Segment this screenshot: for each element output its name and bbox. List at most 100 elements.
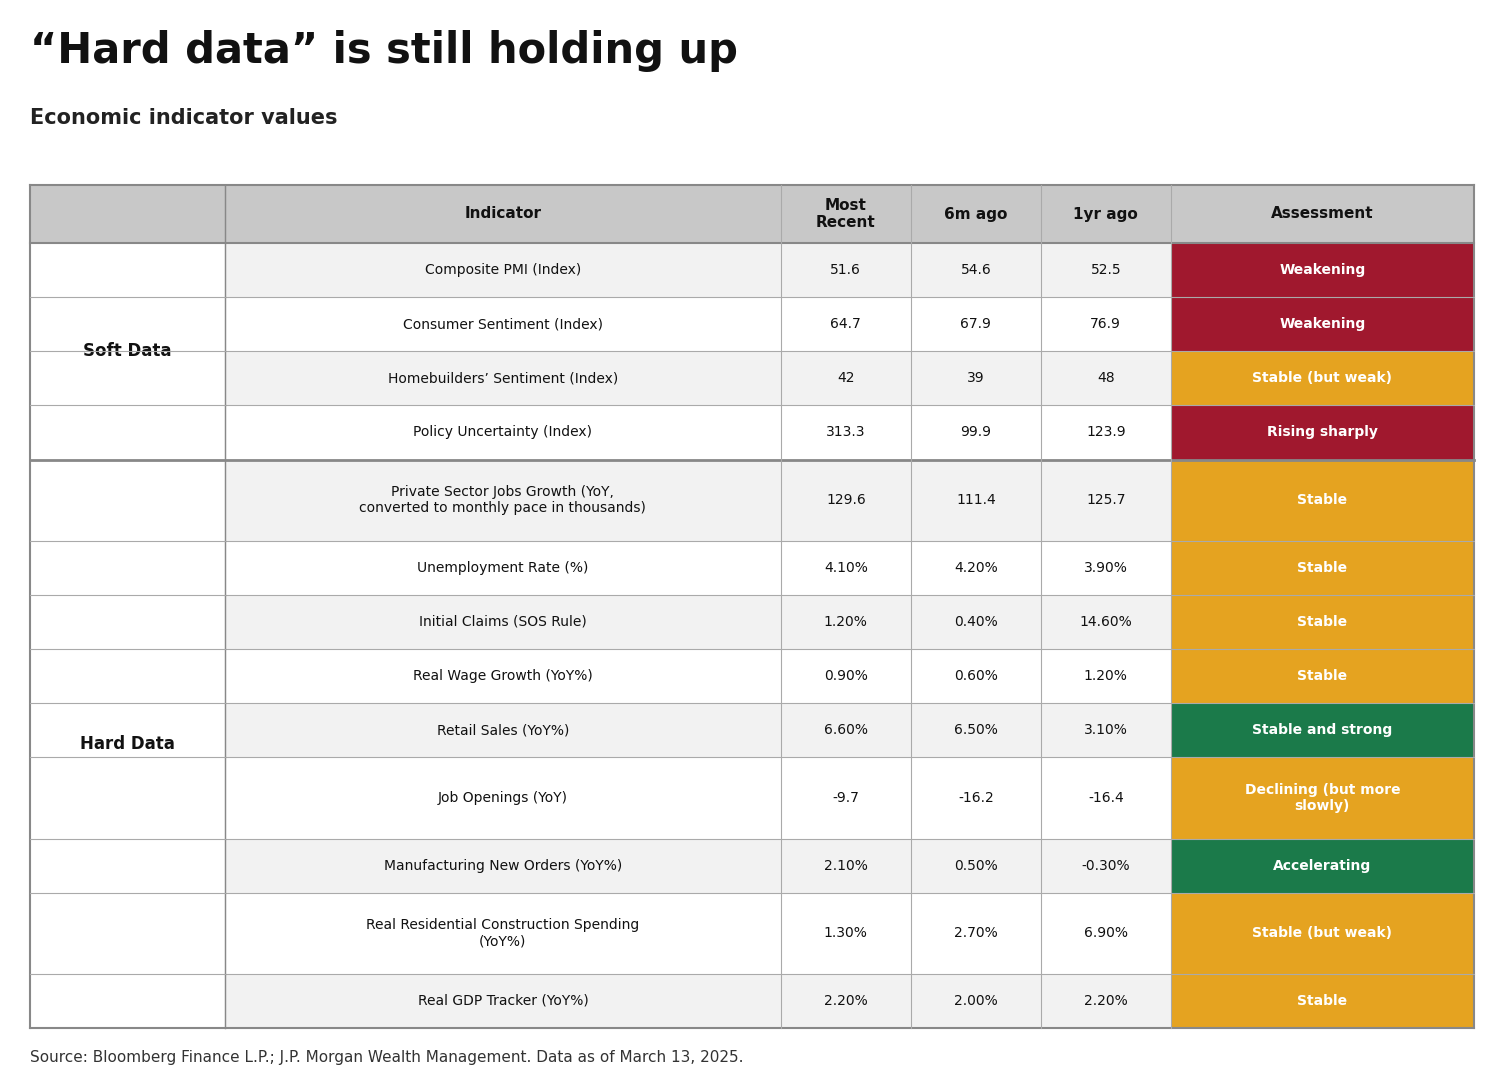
Text: Declining (but more
slowly): Declining (but more slowly)	[1245, 783, 1400, 813]
Text: 6m ago: 6m ago	[945, 207, 1008, 222]
Bar	[1170, 892, 1474, 974]
Text: 1yr ago: 1yr ago	[1074, 207, 1139, 222]
Bar	[226, 974, 1170, 1028]
Bar	[30, 459, 226, 540]
Bar	[226, 892, 1170, 974]
Text: 2.70%: 2.70%	[954, 926, 997, 940]
Bar	[1170, 974, 1474, 1028]
Bar	[226, 351, 1170, 405]
Bar	[1170, 649, 1474, 703]
Bar	[1170, 243, 1474, 297]
Text: 0.90%: 0.90%	[824, 669, 868, 683]
Text: Stable and strong: Stable and strong	[1253, 723, 1393, 738]
Bar	[226, 703, 1170, 757]
Text: 39: 39	[967, 371, 985, 386]
Text: 6.50%: 6.50%	[954, 723, 997, 738]
Text: Consumer Sentiment (Index): Consumer Sentiment (Index)	[403, 317, 603, 331]
Text: 1.30%: 1.30%	[824, 926, 868, 940]
Text: Composite PMI (Index): Composite PMI (Index)	[424, 263, 581, 277]
Text: 4.10%: 4.10%	[824, 561, 868, 575]
Text: 6.90%: 6.90%	[1084, 926, 1128, 940]
Text: 2.10%: 2.10%	[824, 859, 868, 873]
Bar	[1170, 595, 1474, 649]
Text: -9.7: -9.7	[832, 791, 859, 805]
Bar	[30, 974, 226, 1028]
Text: 54.6: 54.6	[961, 263, 991, 277]
Text: Real Residential Construction Spending
(YoY%): Real Residential Construction Spending (…	[367, 918, 639, 949]
Text: 3.10%: 3.10%	[1084, 723, 1128, 738]
Text: 48: 48	[1096, 371, 1114, 386]
Bar	[226, 757, 1170, 838]
Text: Stable: Stable	[1298, 561, 1348, 575]
Text: 52.5: 52.5	[1090, 263, 1120, 277]
Bar	[226, 243, 1170, 297]
Text: Stable (but weak): Stable (but weak)	[1253, 926, 1393, 940]
Text: Hard Data: Hard Data	[80, 734, 174, 753]
Text: 6.60%: 6.60%	[824, 723, 868, 738]
Bar	[226, 540, 1170, 595]
Text: 0.40%: 0.40%	[954, 615, 997, 629]
Bar	[1170, 838, 1474, 892]
Text: 129.6: 129.6	[826, 493, 866, 507]
Text: Weakening: Weakening	[1280, 263, 1366, 277]
Bar	[30, 595, 226, 649]
Bar	[30, 405, 226, 459]
Bar	[30, 757, 226, 838]
Text: 0.50%: 0.50%	[954, 859, 997, 873]
Text: Stable: Stable	[1298, 493, 1348, 507]
Text: Source: Bloomberg Finance L.P.; J.P. Morgan Wealth Management. Data as of March : Source: Bloomberg Finance L.P.; J.P. Mor…	[30, 1051, 743, 1065]
Text: Stable: Stable	[1298, 669, 1348, 683]
Bar	[1170, 459, 1474, 540]
Text: 76.9: 76.9	[1090, 317, 1120, 331]
Text: Unemployment Rate (%): Unemployment Rate (%)	[417, 561, 588, 575]
Text: -16.4: -16.4	[1087, 791, 1123, 805]
Bar	[226, 649, 1170, 703]
Text: 64.7: 64.7	[830, 317, 862, 331]
Text: Stable: Stable	[1298, 994, 1348, 1008]
Text: Accelerating: Accelerating	[1274, 859, 1372, 873]
Text: 125.7: 125.7	[1086, 493, 1125, 507]
Text: Policy Uncertainty (Index): Policy Uncertainty (Index)	[414, 426, 593, 440]
Text: Most
Recent: Most Recent	[817, 198, 875, 231]
Text: Rising sharply: Rising sharply	[1266, 426, 1378, 440]
Text: Indicator: Indicator	[465, 207, 541, 222]
Text: 1.20%: 1.20%	[824, 615, 868, 629]
Text: 2.20%: 2.20%	[1084, 994, 1128, 1008]
Bar	[1170, 297, 1474, 351]
Text: Job Openings (YoY): Job Openings (YoY)	[438, 791, 569, 805]
Text: 111.4: 111.4	[957, 493, 996, 507]
Text: Real GDP Tracker (YoY%): Real GDP Tracker (YoY%)	[418, 994, 588, 1008]
Text: 14.60%: 14.60%	[1080, 615, 1133, 629]
Text: Assessment: Assessment	[1271, 207, 1373, 222]
Bar	[1170, 703, 1474, 757]
Bar	[30, 351, 226, 405]
Bar	[30, 892, 226, 974]
Text: 4.20%: 4.20%	[954, 561, 997, 575]
Text: Weakening: Weakening	[1280, 317, 1366, 331]
Text: 313.3: 313.3	[826, 426, 866, 440]
Text: Real Wage Growth (YoY%): Real Wage Growth (YoY%)	[414, 669, 593, 683]
Text: 67.9: 67.9	[961, 317, 991, 331]
Text: Retail Sales (YoY%): Retail Sales (YoY%)	[436, 723, 569, 738]
Bar	[30, 703, 226, 757]
Text: Homebuilders’ Sentiment (Index): Homebuilders’ Sentiment (Index)	[388, 371, 618, 386]
Text: Economic indicator values: Economic indicator values	[30, 108, 337, 128]
Text: “Hard data” is still holding up: “Hard data” is still holding up	[30, 30, 738, 71]
Text: Stable: Stable	[1298, 615, 1348, 629]
Text: 0.60%: 0.60%	[954, 669, 997, 683]
Text: 1.20%: 1.20%	[1084, 669, 1128, 683]
Text: Stable (but weak): Stable (but weak)	[1253, 371, 1393, 386]
Bar	[226, 297, 1170, 351]
Text: 2.20%: 2.20%	[824, 994, 868, 1008]
Text: 123.9: 123.9	[1086, 426, 1125, 440]
Bar	[1170, 757, 1474, 838]
Text: Initial Claims (SOS Rule): Initial Claims (SOS Rule)	[420, 615, 587, 629]
Bar	[30, 649, 226, 703]
Bar	[30, 243, 226, 297]
Text: Manufacturing New Orders (YoY%): Manufacturing New Orders (YoY%)	[384, 859, 623, 873]
Bar	[30, 540, 226, 595]
Text: Soft Data: Soft Data	[83, 342, 171, 361]
Bar	[226, 838, 1170, 892]
Text: 3.90%: 3.90%	[1084, 561, 1128, 575]
Bar	[1170, 351, 1474, 405]
